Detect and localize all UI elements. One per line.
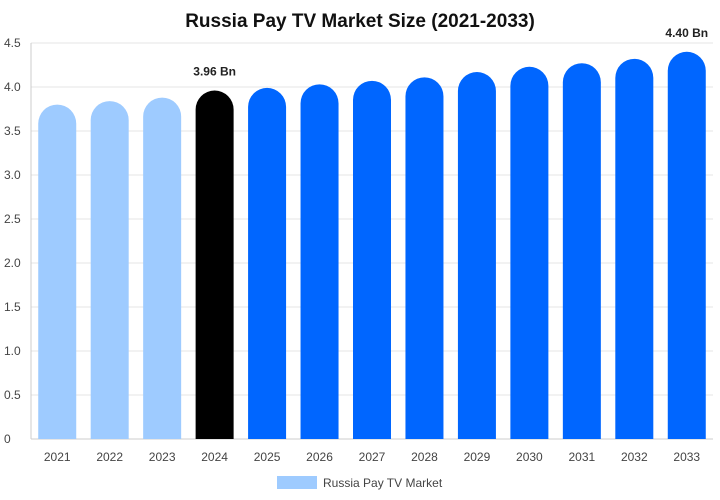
legend-swatch <box>277 476 317 489</box>
bar-2022[interactable] <box>90 101 129 439</box>
data-label: 4.40 Bn <box>665 26 708 40</box>
y-tick-label: 2.0 <box>4 256 21 270</box>
x-tick-label: 2024 <box>201 450 228 464</box>
x-tick-label: 2023 <box>149 450 176 464</box>
x-tick-label: 2033 <box>673 450 700 464</box>
x-tick-label: 2032 <box>621 450 648 464</box>
y-tick-label: 0 <box>4 432 11 446</box>
x-axis-ticks: 2021 2022 2023 2024 2025 2026 2027 2028 2029 2030… <box>44 450 701 464</box>
x-tick-label: 2030 <box>516 450 543 464</box>
y-tick-label: 4.0 <box>4 80 21 94</box>
x-tick-label: 2026 <box>306 450 333 464</box>
bar-2032[interactable] <box>615 58 654 439</box>
y-tick-label: 4.5 <box>4 36 21 50</box>
y-tick-label: 3.5 <box>4 124 21 138</box>
bar-2026[interactable] <box>300 84 339 440</box>
y-tick-label: 3.0 <box>4 168 21 182</box>
bar-2028[interactable] <box>405 77 444 439</box>
bar-2024[interactable] <box>195 90 234 440</box>
y-tick-label: 0.5 <box>4 388 21 402</box>
bar-2023[interactable] <box>143 97 182 439</box>
x-tick-label: 2025 <box>254 450 281 464</box>
y-axis-ticks: 0 0.5 1.0 1.5 2.0 2.5 3.0 3.5 4.0 4.5 <box>4 36 21 446</box>
legend-label: Russia Pay TV Market <box>323 476 443 490</box>
bar-2031[interactable] <box>562 63 601 440</box>
chart-title: Russia Pay TV Market Size (2021-2033) <box>185 11 535 32</box>
x-tick-label: 2028 <box>411 450 438 464</box>
bar-2029[interactable] <box>457 72 496 439</box>
bar-2033[interactable] <box>667 51 706 440</box>
bar-2021[interactable] <box>38 104 77 439</box>
legend[interactable]: Russia Pay TV Market <box>277 476 443 490</box>
y-tick-label: 1.5 <box>4 300 21 314</box>
x-tick-label: 2031 <box>568 450 595 464</box>
data-label: 3.96 Bn <box>193 65 236 79</box>
y-tick-label: 1.0 <box>4 344 21 358</box>
bars <box>38 51 706 440</box>
x-tick-label: 2022 <box>96 450 123 464</box>
bar-2030[interactable] <box>510 66 549 440</box>
x-tick-label: 2021 <box>44 450 71 464</box>
bar-2025[interactable] <box>248 87 287 439</box>
data-labels: 3.96 Bn 4.40 Bn <box>193 26 708 79</box>
bar-2027[interactable] <box>353 80 391 440</box>
y-tick-label: 2.5 <box>4 212 21 226</box>
x-tick-label: 2029 <box>464 450 491 464</box>
x-tick-label: 2027 <box>359 450 386 464</box>
